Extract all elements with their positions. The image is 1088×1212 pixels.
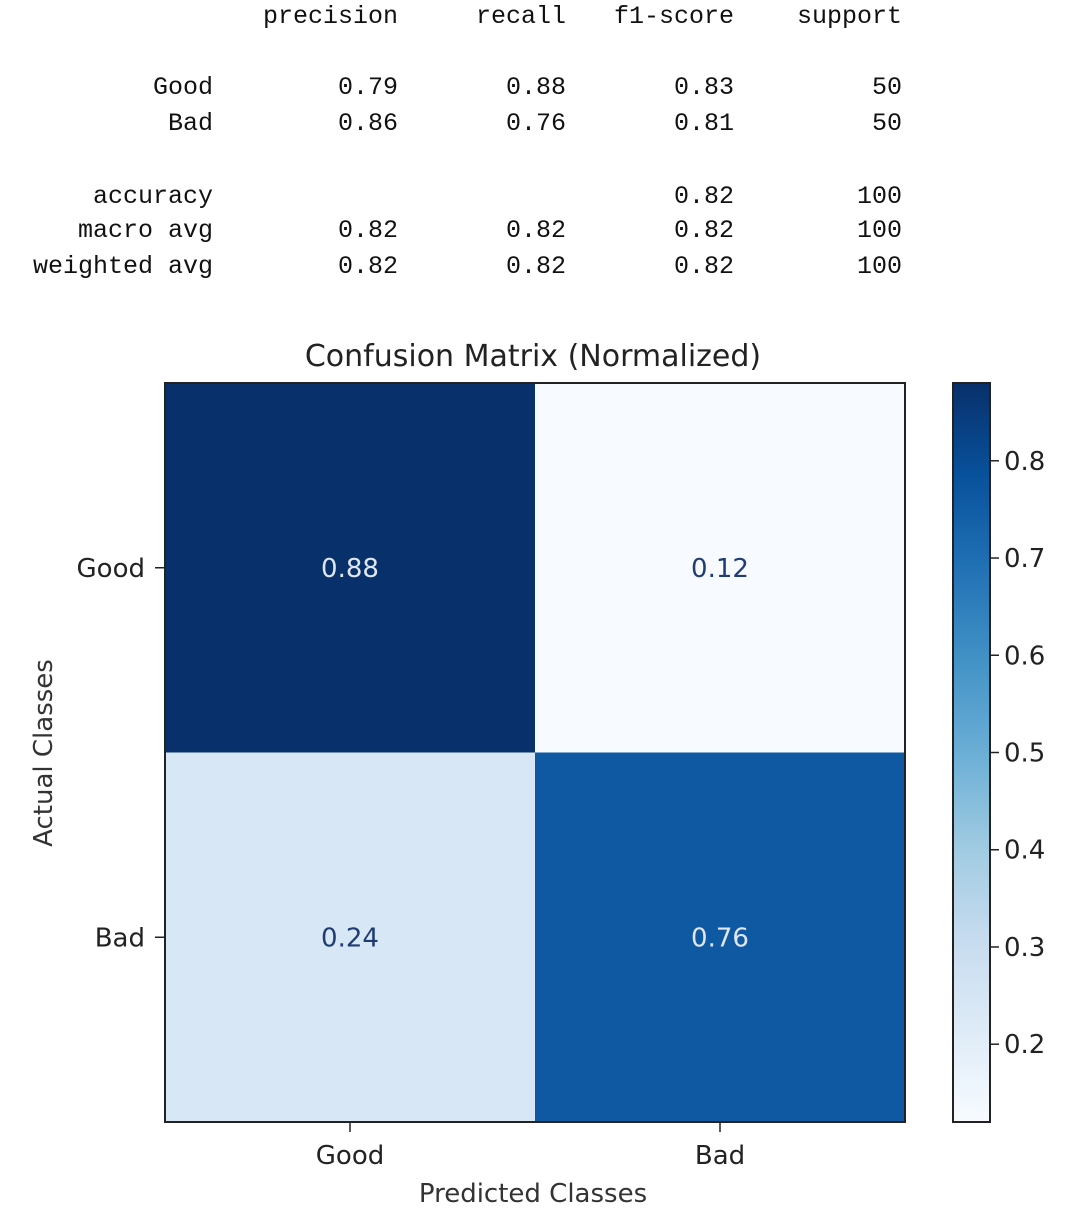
summary-f1: 0.82 [673,252,734,281]
header-f1-score: f1-score [613,2,734,31]
chart-title: Confusion Matrix (Normalized) [305,339,761,374]
summary-recall: 0.82 [505,216,566,245]
header-precision: precision [262,2,398,31]
x-tick-label: Good [316,1141,384,1171]
y-tick-label: Bad [95,923,145,953]
row-f1: 0.83 [673,73,734,102]
summary-support: 100 [856,182,902,211]
heatmap-cell [535,752,906,1123]
row-label: Good [152,73,213,102]
header-support: support [796,2,902,31]
summary-label: macro avg [77,216,213,245]
x-axis-label: Predicted Classes [419,1179,647,1209]
row-support: 50 [871,109,902,138]
colorbar-tick-label: 0.2 [1004,1030,1045,1060]
row-recall: 0.76 [505,109,566,138]
heatmap-cell [535,383,906,753]
row-label: Bad [167,109,213,138]
row-support: 50 [871,73,902,102]
colorbar-tick-label: 0.5 [1004,739,1045,769]
summary-support: 100 [856,216,902,245]
heatmap-cell [165,383,536,753]
row-precision: 0.79 [337,73,398,102]
axes-frame [164,382,906,1123]
classification-report: precision recall f1-score support Good 0… [0,0,1088,300]
summary-recall: 0.82 [505,252,566,281]
header-recall: recall [475,2,566,31]
cell-value-label: 0.24 [321,923,379,953]
x-tick-label: Bad [695,1141,745,1171]
y-axis-label: Actual Classes [29,659,59,847]
summary-precision: 0.82 [337,216,398,245]
colorbar-tick-label: 0.4 [1004,836,1045,866]
summary-label: accuracy [92,182,213,211]
summary-label: weighted avg [32,252,213,281]
cell-value-label: 0.76 [691,923,749,953]
cell-value-label: 0.88 [321,554,379,584]
summary-f1: 0.82 [673,182,734,211]
colorbar [953,383,990,1122]
colorbar-tick-label: 0.7 [1004,544,1045,574]
heatmap-cell [165,752,536,1123]
row-f1: 0.81 [673,109,734,138]
cell-value-label: 0.12 [691,554,749,584]
row-precision: 0.86 [337,109,398,138]
colorbar-tick-label: 0.8 [1004,447,1045,477]
summary-f1: 0.82 [673,216,734,245]
row-recall: 0.88 [505,73,566,102]
y-tick-label: Good [77,554,145,584]
colorbar-tick-label: 0.3 [1004,933,1045,963]
summary-precision: 0.82 [337,252,398,281]
summary-support: 100 [856,252,902,281]
colorbar-tick-label: 0.6 [1004,641,1045,671]
